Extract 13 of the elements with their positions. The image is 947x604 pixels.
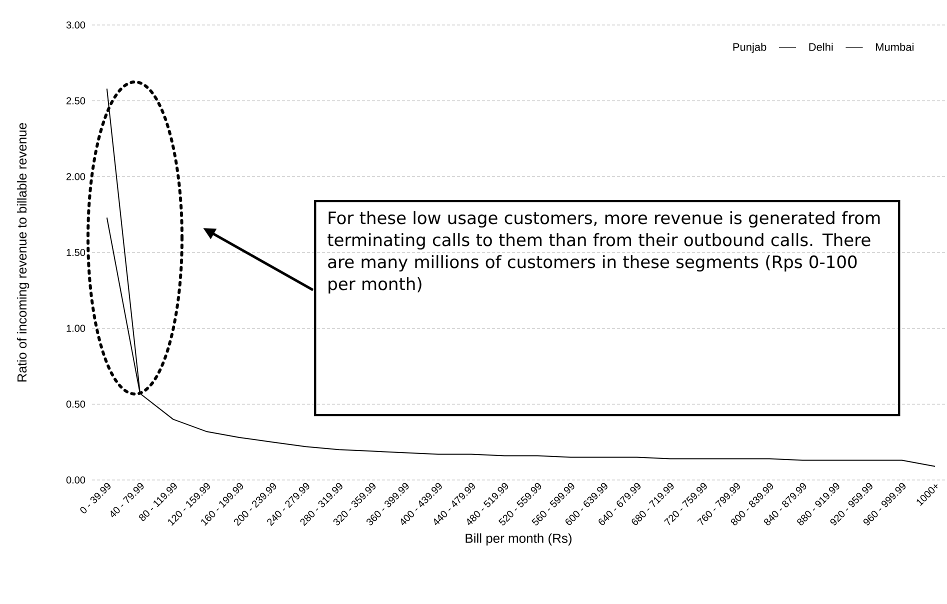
y-tick-label: 1.50: [66, 248, 86, 256]
y-tick-label: 2.50: [66, 97, 86, 104]
legend-label: Delhi: [809, 42, 833, 51]
y-axis-title: Ratio of incoming revenue to billable revenue: [17, 123, 30, 382]
y-tick-label: 3.00: [66, 21, 86, 29]
x-axis-title: Bill per month (Rs): [466, 533, 572, 546]
legend-label: Mumbai: [876, 42, 914, 51]
text: Punjab: [733, 42, 766, 54]
y-tick-label: 2.00: [66, 173, 86, 180]
y-tick-label: 1.00: [66, 324, 86, 332]
y-tick-label: 0.00: [66, 476, 86, 484]
annotation: For these low usage customers, more revenue is generated from terminating calls to them than from their outbound calls. There are many millions of customers in these segments (Rps 0-100 per month): [328, 211, 880, 294]
y-tick-label: 0.50: [66, 400, 86, 408]
